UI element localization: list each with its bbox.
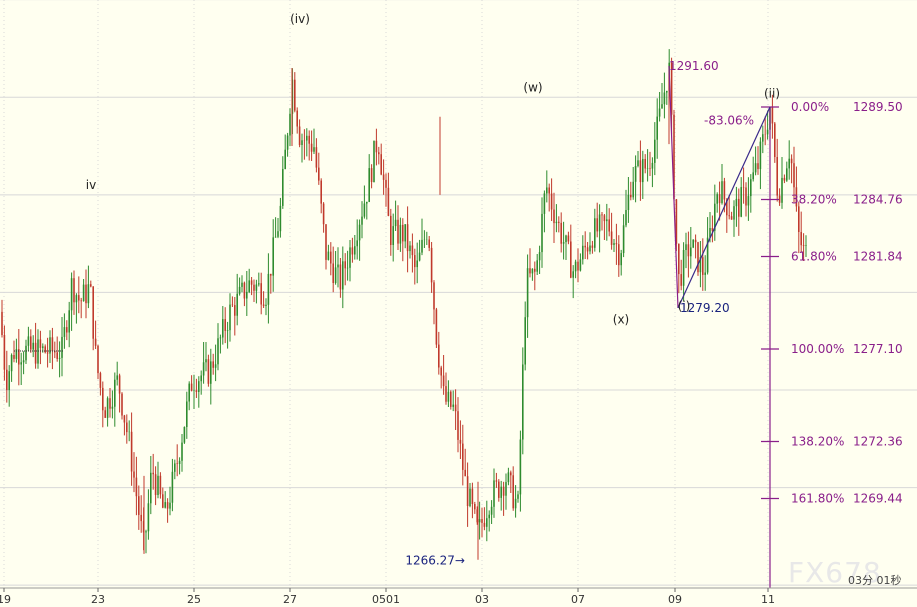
fib-level-price: 1281.84 xyxy=(853,249,903,263)
wave-label: v of (iii) xyxy=(100,605,146,607)
fib-change-label: -83.06% xyxy=(704,114,754,128)
fib-level-pct: 61.80% xyxy=(791,249,837,263)
wave-label: (iv) xyxy=(290,12,310,26)
wave-label: iv xyxy=(86,178,96,192)
price-label: 1266.27→ xyxy=(405,553,465,567)
fib-level-price: 1269.44 xyxy=(853,491,903,505)
fib-level-pct: 138.20% xyxy=(791,435,844,449)
price-label: 1291.60 xyxy=(669,59,719,73)
fib-level-price: 1284.76 xyxy=(853,193,903,207)
fib-swing-down xyxy=(668,65,679,309)
candles xyxy=(1,49,807,560)
x-tick-label: 03 xyxy=(475,593,489,606)
price-label: 1279.20 xyxy=(680,301,730,315)
wave-label: (ii) xyxy=(764,86,780,100)
x-tick-label: 11 xyxy=(761,593,775,606)
fibonacci-retracement: 0.00% 1289.50 38.20% 1284.76 61.80% 1281.84 10… xyxy=(668,65,903,588)
x-tick-label: 0501 xyxy=(372,593,400,606)
fib-level-price: 1272.36 xyxy=(853,435,903,449)
wave-labels: ivv of (iii)(iv)(w)(x)(v) of ((i))(y) of… xyxy=(86,12,780,607)
x-tick-label: 25 xyxy=(187,593,201,606)
timeframe-readout: 03分 01秒 xyxy=(848,573,902,587)
fib-swing-up xyxy=(677,106,771,309)
wave-label: (w) xyxy=(523,80,542,94)
fib-level-pct: 38.20% xyxy=(791,193,837,207)
fib-level-pct: 0.00% xyxy=(791,100,829,114)
fib-level-pct: 161.80% xyxy=(791,491,844,505)
watermark-brand: FX678 xyxy=(788,556,882,589)
x-tick-label: 23 xyxy=(91,593,105,606)
x-tick-label: 07 xyxy=(571,593,585,606)
x-tick-label: 27 xyxy=(283,593,297,606)
fib-level-price: 1277.10 xyxy=(853,342,903,356)
x-axis: 19 23 25 27 0501 03 07 09 11 xyxy=(0,587,917,606)
wave-label: (x) xyxy=(613,313,629,327)
fib-level-pct: 100.00% xyxy=(791,342,844,356)
x-tick-label: 19 xyxy=(0,593,11,606)
x-tick-label: 09 xyxy=(668,593,682,606)
fib-level-price: 1289.50 xyxy=(853,100,903,114)
wave-label: (i) xyxy=(678,299,691,313)
